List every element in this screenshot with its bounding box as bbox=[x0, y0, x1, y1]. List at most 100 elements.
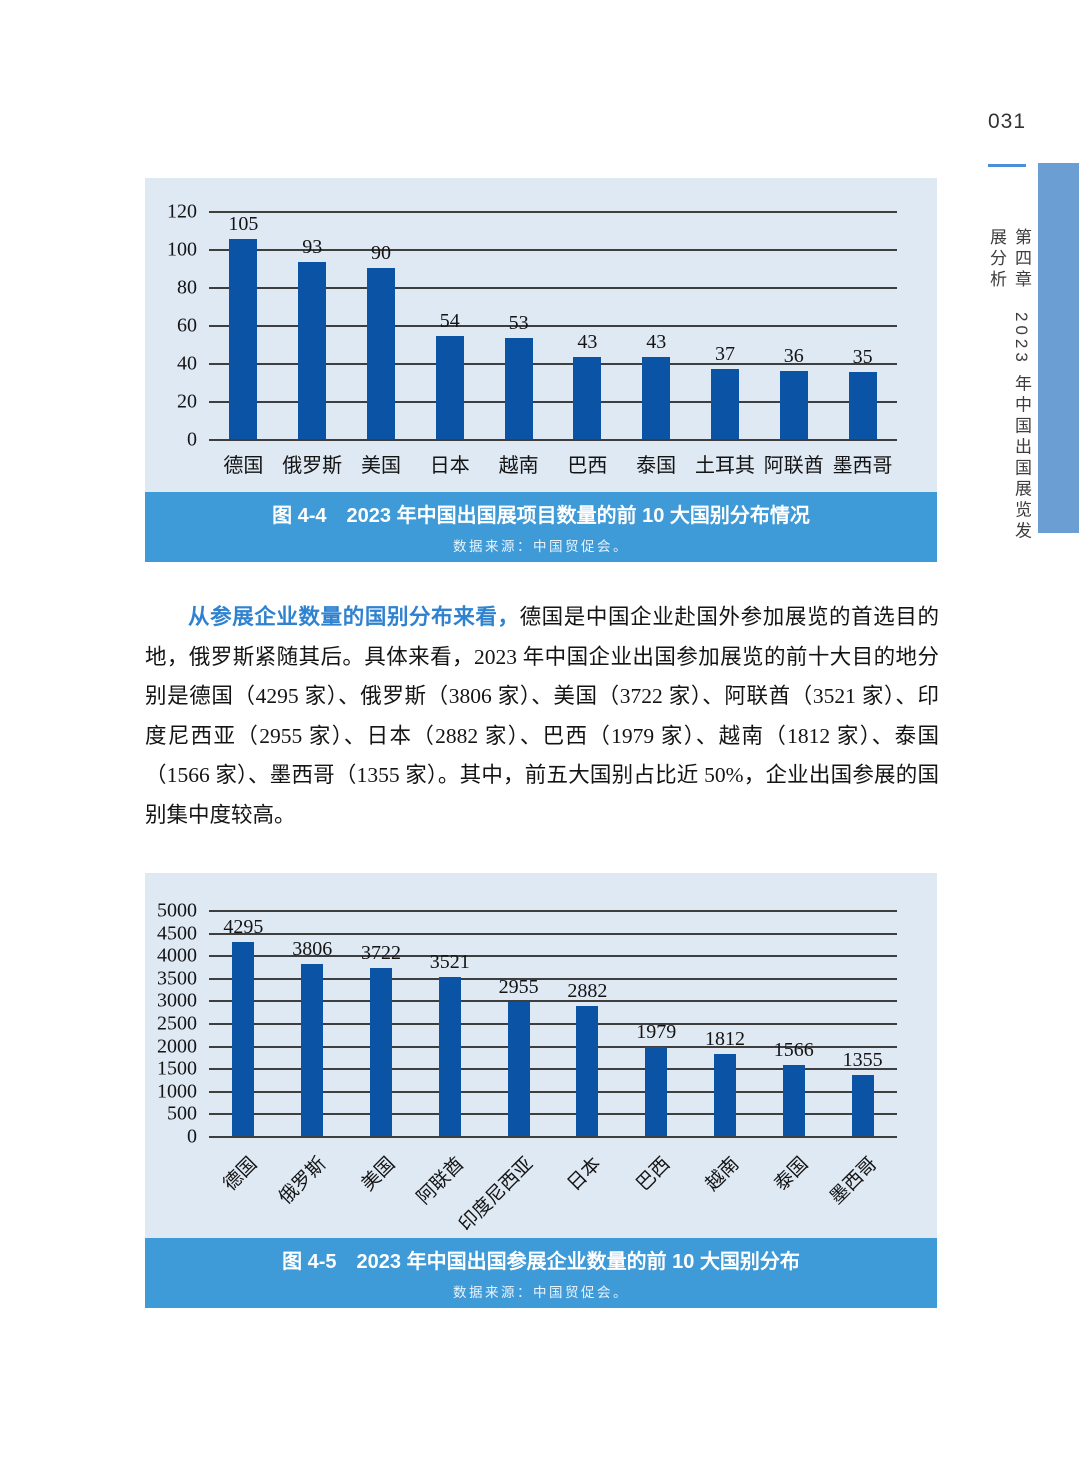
bar-column-越南: 1812 bbox=[691, 908, 760, 1136]
page-number: 031 bbox=[988, 110, 1027, 133]
bar-value-label: 43 bbox=[577, 331, 598, 353]
bar-value-label: 3806 bbox=[292, 938, 333, 960]
gridline-5000: 5000 bbox=[157, 900, 897, 922]
figure-4-4: 0 20 40 60 80 100 120 105 93 90 54 53 43 43 37 36 35 德国 俄罗… bbox=[145, 178, 937, 562]
x-category-label: 土耳其 bbox=[694, 455, 755, 477]
bar-墨西哥 bbox=[848, 372, 877, 439]
bar-value-label: 1355 bbox=[842, 1049, 883, 1071]
bar-阿联酋 bbox=[438, 977, 461, 1136]
y-tick-label: 120 bbox=[167, 200, 197, 223]
bar-column-墨西哥: 35 bbox=[828, 209, 897, 439]
gridline-60: 60 bbox=[177, 315, 897, 337]
x-category-label: 阿联酋 bbox=[413, 1153, 469, 1209]
bar-巴西 bbox=[573, 357, 602, 439]
x-category-label: 越南 bbox=[498, 455, 539, 477]
y-tick-label: 4500 bbox=[157, 922, 197, 945]
bar-阿联酋 bbox=[779, 371, 808, 439]
bar-column-美国: 90 bbox=[347, 209, 416, 439]
gridline-20: 20 bbox=[177, 391, 897, 413]
bar-巴西 bbox=[645, 1047, 668, 1136]
bar-value-label: 2882 bbox=[567, 980, 608, 1002]
bar-日本 bbox=[576, 1006, 599, 1136]
bar-泰国 bbox=[642, 357, 671, 439]
bar-value-label: 3521 bbox=[429, 951, 470, 973]
gridline-40: 40 bbox=[177, 353, 897, 375]
figure-4-5: 0 500 1000 1500 2000 2500 3000 3500 4000 4500 5000… bbox=[145, 873, 937, 1308]
bar-value-label: 4295 bbox=[223, 916, 264, 938]
bar-column-日本: 54 bbox=[415, 209, 484, 439]
paragraph-body: 德国是中国企业赴国外参加展览的首选目的地，俄罗斯紧随其后。具体来看，2023 年… bbox=[145, 605, 939, 827]
y-tick-label: 0 bbox=[187, 1125, 197, 1148]
x-category-label: 泰国 bbox=[770, 1153, 813, 1196]
bar-俄罗斯 bbox=[298, 262, 327, 439]
bar-column-巴西: 1979 bbox=[622, 908, 691, 1136]
gridline-80: 80 bbox=[177, 277, 897, 299]
gridline-2000: 2000 bbox=[157, 1036, 897, 1058]
y-tick-label: 3500 bbox=[157, 967, 197, 990]
body-paragraph: 从参展企业数量的国别分布来看，德国是中国企业赴国外参加展览的首选目的地，俄罗斯紧… bbox=[145, 598, 939, 835]
gridline-3000: 3000 bbox=[157, 990, 897, 1012]
bar-value-label: 1979 bbox=[636, 1021, 677, 1043]
y-tick-label: 500 bbox=[167, 1102, 197, 1125]
page-number-rule bbox=[988, 164, 1026, 167]
gridline-1500: 1500 bbox=[157, 1058, 897, 1080]
bar-value-label: 2955 bbox=[498, 976, 539, 998]
bar-俄罗斯 bbox=[301, 964, 324, 1136]
y-tick-label: 2000 bbox=[157, 1035, 197, 1058]
y-tick-label: 3000 bbox=[157, 989, 197, 1012]
bar-德国 bbox=[232, 942, 255, 1136]
gridline-1000: 1000 bbox=[157, 1081, 897, 1103]
x-category-label: 德国 bbox=[220, 1153, 262, 1196]
bar-越南 bbox=[713, 1054, 736, 1136]
y-tick-label: 20 bbox=[177, 390, 197, 413]
y-tick-label: 100 bbox=[167, 238, 197, 261]
bar-德国 bbox=[229, 239, 258, 439]
y-tick-label: 1500 bbox=[157, 1057, 197, 1080]
x-category-label: 德国 bbox=[223, 455, 264, 477]
bar-value-label: 3722 bbox=[360, 942, 401, 964]
bar-column-德国: 4295 bbox=[209, 908, 278, 1136]
x-category-label: 泰国 bbox=[636, 455, 677, 477]
x-category-label: 越南 bbox=[701, 1153, 744, 1196]
gridline-0: 0 bbox=[187, 429, 897, 451]
bar-美国 bbox=[366, 268, 395, 439]
figure-4-4-caption: 图 4-4 2023 年中国出国展项目数量的前 10 大国别分布情况 bbox=[272, 505, 810, 527]
bar-column-印度尼西亚: 2955 bbox=[484, 908, 553, 1136]
x-category-label: 美国 bbox=[357, 1153, 400, 1196]
bar-value-label: 93 bbox=[302, 236, 323, 258]
y-tick-label: 5000 bbox=[157, 899, 197, 922]
x-category-label: 阿联酋 bbox=[763, 455, 824, 477]
chapter-side-bar bbox=[1038, 163, 1079, 533]
y-tick-label: 0 bbox=[187, 428, 197, 451]
gridline-120: 120 bbox=[167, 201, 897, 223]
bar-value-label: 1812 bbox=[704, 1028, 745, 1050]
x-category-label: 美国 bbox=[360, 455, 401, 477]
figure-4-5-caption-band: 图 4-5 2023 年中国出国参展企业数量的前 10 大国别分布 数据来源：中… bbox=[145, 1238, 937, 1308]
bar-column-土耳其: 37 bbox=[691, 209, 760, 439]
gridline-4500: 4500 bbox=[157, 923, 897, 945]
bar-column-日本: 2882 bbox=[553, 908, 622, 1136]
x-axis-labels: 德国 俄罗斯 美国 日本 越南 巴西 泰国 土耳其 阿联酋 墨西哥 bbox=[209, 449, 897, 478]
gridline-3500: 3500 bbox=[157, 968, 897, 990]
bar-value-label: 36 bbox=[783, 345, 804, 367]
bar-value-label: 53 bbox=[508, 312, 529, 334]
bar-column-美国: 3722 bbox=[347, 908, 416, 1136]
bar-column-俄罗斯: 3806 bbox=[278, 908, 347, 1136]
bar-column-墨西哥: 1355 bbox=[828, 908, 897, 1136]
gridline-2500: 2500 bbox=[157, 1013, 897, 1035]
bar-column-阿联酋: 3521 bbox=[415, 908, 484, 1136]
x-category-label: 俄罗斯 bbox=[282, 455, 343, 477]
figure-4-5-caption: 图 4-5 2023 年中国出国参展企业数量的前 10 大国别分布 bbox=[282, 1251, 800, 1273]
bar-value-label: 105 bbox=[228, 213, 259, 235]
bar-value-label: 37 bbox=[714, 343, 735, 365]
x-category-label: 巴西 bbox=[567, 455, 608, 477]
y-tick-label: 60 bbox=[177, 314, 197, 337]
x-category-label: 日本 bbox=[429, 455, 470, 477]
projects-bar-chart: 0 20 40 60 80 100 120 105 93 90 54 53 43 43 37 36 35 德国 俄罗… bbox=[145, 178, 937, 492]
figure-4-4-source: 数据来源：中国贸促会。 bbox=[453, 539, 629, 554]
bar-column-越南: 53 bbox=[484, 209, 553, 439]
y-tick-label: 1000 bbox=[157, 1080, 197, 1103]
x-category-label: 日本 bbox=[564, 1153, 606, 1196]
figure-4-4-caption-band: 图 4-4 2023 年中国出国展项目数量的前 10 大国别分布情况 数据来源：… bbox=[145, 492, 937, 562]
